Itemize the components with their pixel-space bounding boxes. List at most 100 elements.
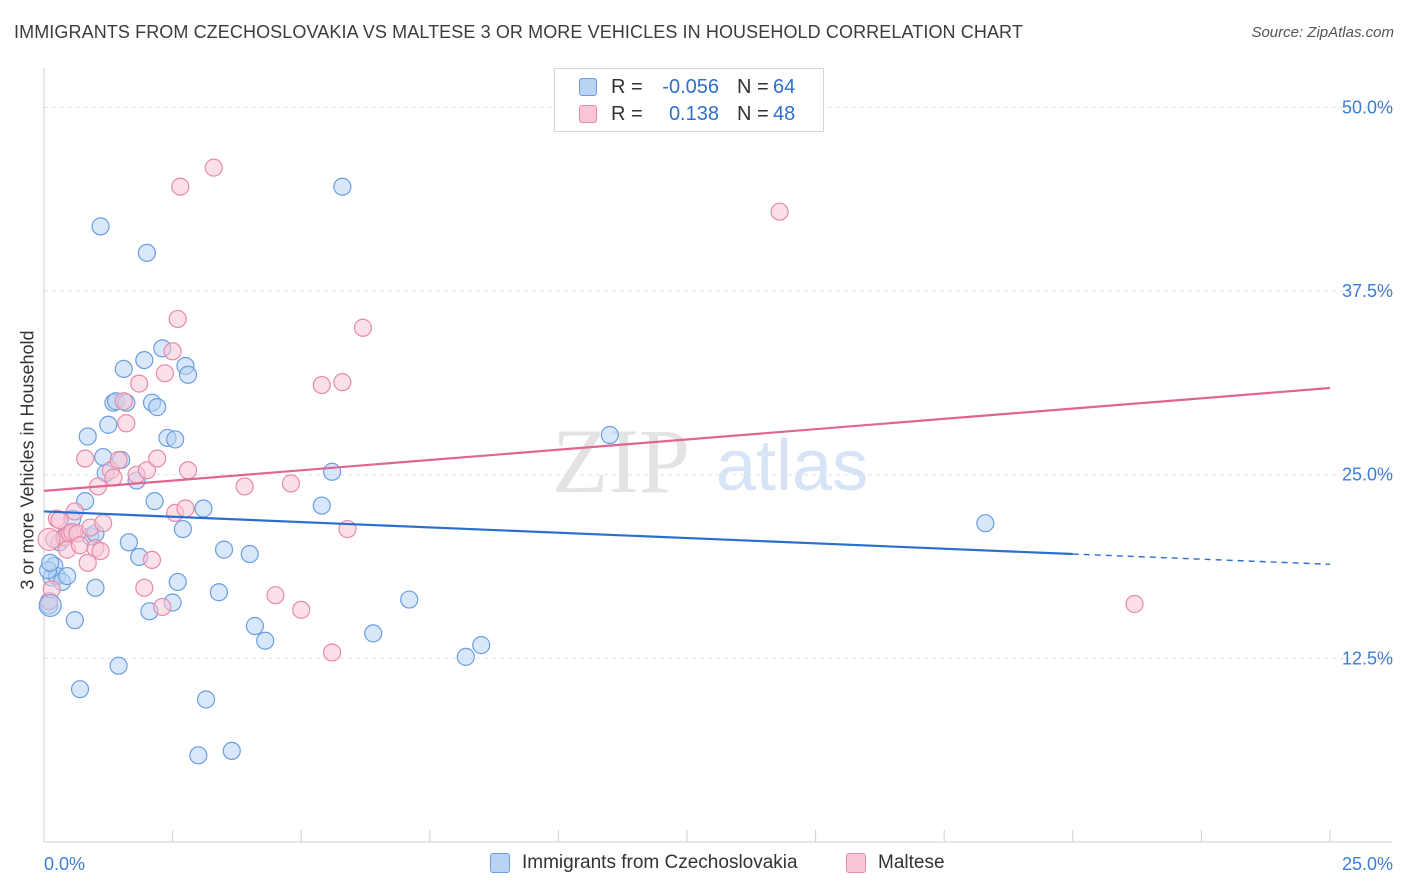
point-maltese: [1125, 594, 1144, 614]
data-points: [37, 158, 1144, 765]
point-maltese: [114, 392, 133, 411]
trend-line-czechoslovakia: [43, 510, 1073, 556]
r-value: 0.138: [668, 102, 719, 125]
r-value: -0.056: [662, 75, 719, 98]
series-legend: Immigrants from Czechoslovakia Maltese: [0, 852, 1406, 876]
n-label: N =: [737, 75, 769, 98]
point-maltese: [292, 600, 311, 619]
point-czechoslovakia: [222, 741, 241, 761]
point-czechoslovakia: [600, 425, 619, 445]
x-tick-label: 0.0%: [44, 854, 85, 874]
point-czechoslovakia: [145, 492, 164, 511]
trend-line-maltese: [43, 386, 1331, 492]
point-maltese: [104, 468, 123, 487]
watermark: ZIP atlas: [552, 410, 868, 512]
point-maltese: [770, 202, 789, 221]
trend-lines: [43, 386, 1331, 566]
legend-label: Immigrants from Czechoslovakia: [522, 852, 798, 873]
point-maltese: [178, 461, 198, 480]
point-czechoslovakia: [58, 566, 77, 586]
y-tick-label: 25.0%: [1342, 465, 1393, 485]
legend-swatch-czechoslovakia: [579, 78, 597, 96]
point-czechoslovakia: [456, 647, 475, 666]
chart-title: IMMIGRANTS FROM CZECHOSLOVAKIA VS MALTES…: [14, 22, 1023, 42]
point-maltese: [137, 461, 156, 480]
n-value: 48: [773, 102, 796, 125]
point-maltese: [135, 578, 154, 597]
r-label: R =: [611, 75, 643, 98]
point-maltese: [91, 541, 110, 561]
n-label: N =: [737, 102, 769, 125]
point-maltese: [266, 586, 285, 605]
point-czechoslovakia: [86, 578, 105, 597]
stats-legend: R = -0.056 N = 64 R = 0.138 N = 48: [554, 68, 824, 132]
point-czechoslovakia: [173, 519, 192, 539]
legend-item-czechoslovakia[interactable]: Immigrants from Czechoslovakia: [490, 852, 798, 874]
point-czechoslovakia: [209, 583, 228, 602]
point-czechoslovakia: [168, 572, 187, 592]
point-czechoslovakia: [333, 177, 352, 196]
tick-labels: 12.5% 25.0% 37.5% 50.0% 0.0% 25.0%: [44, 97, 1393, 874]
y-tick-label: 12.5%: [1342, 648, 1393, 668]
point-czechoslovakia: [148, 398, 167, 417]
point-maltese: [94, 514, 113, 533]
point-czechoslovakia: [178, 365, 198, 384]
point-maltese: [168, 309, 187, 329]
point-maltese: [235, 477, 254, 496]
point-maltese: [109, 450, 128, 470]
point-maltese: [153, 597, 172, 617]
point-czechoslovakia: [976, 514, 995, 533]
point-czechoslovakia: [472, 636, 491, 655]
trend-line-czechoslovakia-extension: [1072, 553, 1331, 566]
n-value: 64: [773, 75, 796, 98]
stats-row-maltese: R = 0.138 N = 48: [579, 102, 795, 126]
point-czechoslovakia: [114, 359, 133, 379]
point-maltese: [78, 553, 97, 572]
r-label: R =: [611, 102, 643, 125]
legend-label: Maltese: [878, 852, 945, 873]
point-czechoslovakia: [245, 616, 265, 636]
point-czechoslovakia: [78, 427, 97, 446]
point-czechoslovakia: [214, 540, 234, 559]
point-czechoslovakia: [166, 430, 185, 449]
y-axis-label: 3 or more Vehicles in Household: [17, 330, 38, 590]
point-maltese: [130, 374, 149, 393]
point-czechoslovakia: [99, 415, 118, 434]
point-czechoslovakia: [364, 624, 383, 643]
point-czechoslovakia: [135, 350, 154, 370]
point-czechoslovakia: [322, 462, 342, 481]
point-maltese: [148, 449, 167, 468]
y-tick-label: 50.0%: [1342, 97, 1393, 117]
point-czechoslovakia: [240, 544, 259, 564]
point-czechoslovakia: [38, 593, 62, 618]
legend-swatch-maltese: [846, 853, 866, 873]
point-maltese: [117, 414, 136, 433]
point-maltese: [171, 177, 190, 196]
point-czechoslovakia: [400, 590, 419, 609]
source-label: Source: ZipAtlas.com: [1251, 24, 1394, 41]
legend-item-maltese[interactable]: Maltese: [846, 852, 945, 874]
watermark-atlas: atlas: [716, 426, 868, 506]
watermark-zip: ZIP: [552, 410, 690, 512]
point-maltese: [70, 536, 90, 555]
point-maltese: [353, 318, 373, 337]
point-czechoslovakia: [196, 690, 216, 709]
gridlines: [44, 106, 1392, 659]
point-czechoslovakia: [65, 611, 84, 630]
point-czechoslovakia: [119, 533, 138, 552]
point-maltese: [142, 550, 162, 570]
point-maltese: [281, 474, 301, 493]
point-maltese: [322, 643, 342, 662]
y-tick-label: 37.5%: [1342, 281, 1393, 301]
point-czechoslovakia: [137, 243, 156, 262]
point-maltese: [204, 158, 223, 177]
point-czechoslovakia: [312, 496, 331, 515]
stats-row-czechoslovakia: R = -0.056 N = 64: [579, 75, 795, 99]
point-maltese: [155, 364, 174, 383]
point-czechoslovakia: [70, 680, 90, 699]
point-czechoslovakia: [41, 553, 60, 572]
point-maltese: [333, 373, 352, 392]
x-tick-label: 25.0%: [1342, 854, 1393, 874]
axes: [43, 68, 1392, 843]
